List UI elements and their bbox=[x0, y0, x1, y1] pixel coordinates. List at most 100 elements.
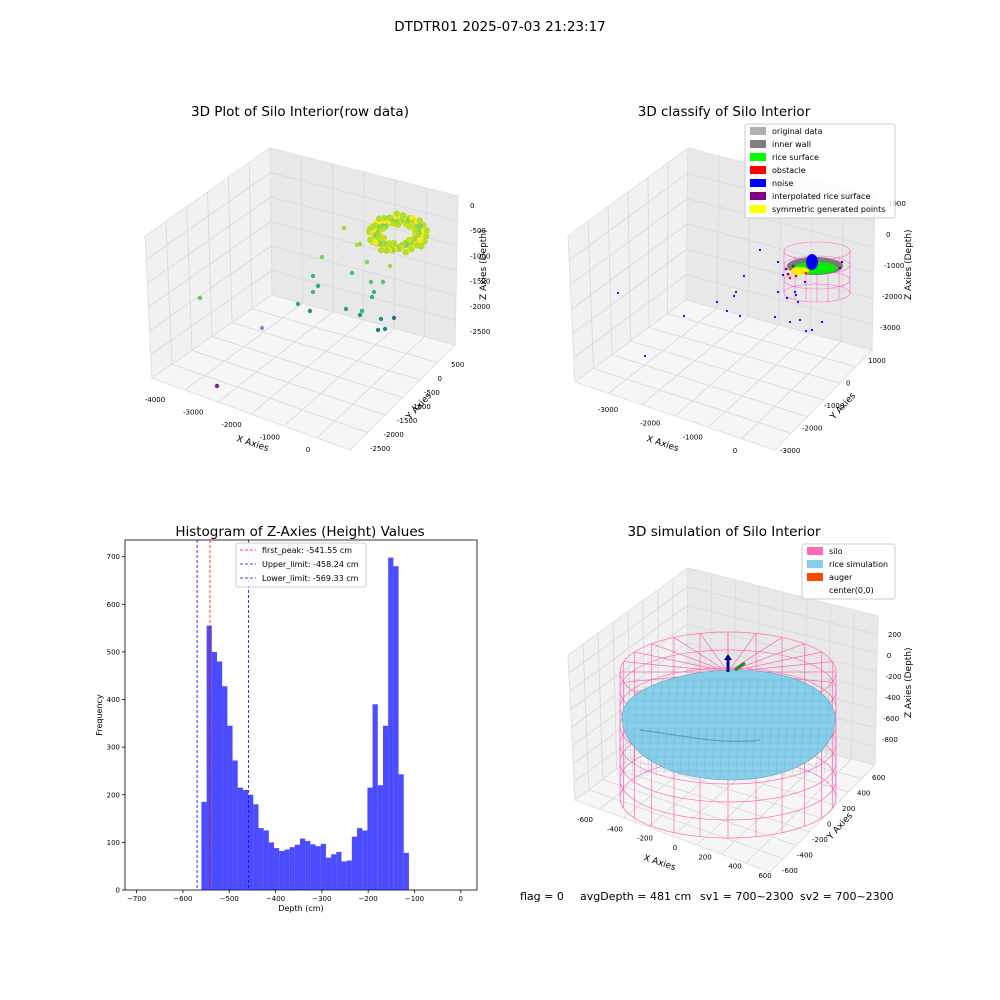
data-point bbox=[380, 279, 386, 285]
z-axis-label: Z Axies (Depth) bbox=[904, 229, 914, 300]
histogram-bar bbox=[351, 836, 358, 890]
histogram-bar bbox=[367, 787, 373, 890]
histogram-bar bbox=[362, 830, 368, 890]
histogram-bar bbox=[284, 849, 290, 890]
legend-label: auger bbox=[829, 573, 853, 582]
z-tick-label: -2500 bbox=[470, 328, 490, 336]
y-tick-label: -400 bbox=[797, 852, 813, 860]
status-line: flag = 0 avgDepth = 481 cm sv1 = 700~230… bbox=[520, 890, 894, 903]
y-tick-label: 1000 bbox=[868, 357, 886, 365]
mesh-line bbox=[719, 677, 727, 777]
data-point bbox=[315, 283, 321, 289]
x-axis-label: X Axies bbox=[642, 853, 677, 873]
mesh-line bbox=[815, 677, 823, 777]
noise-point bbox=[643, 354, 647, 358]
noise-point bbox=[793, 290, 797, 294]
panel-simulation-3d: 3D simulation of Silo Interior -600 -400 -… bbox=[567, 524, 914, 880]
data-point bbox=[423, 227, 430, 234]
histogram-bar bbox=[258, 828, 264, 890]
data-point bbox=[349, 270, 355, 276]
z-tick-label: -2000 bbox=[470, 303, 490, 311]
legend-box bbox=[744, 123, 896, 219]
panel-raw-data-3d: 3D Plot of Silo Interior(row data) -4000… bbox=[144, 104, 490, 454]
noise-point bbox=[734, 290, 738, 294]
legend-swatch bbox=[750, 166, 766, 174]
mesh-line bbox=[631, 677, 639, 777]
histogram-bar bbox=[403, 852, 409, 890]
data-point bbox=[310, 289, 316, 295]
obstacle-point bbox=[804, 271, 808, 275]
histogram-bar bbox=[346, 860, 352, 890]
data-point bbox=[375, 327, 381, 333]
y-tick-label: -3000 bbox=[780, 447, 800, 455]
z-tick-label: 200 bbox=[888, 631, 901, 639]
x-tick-label: −300 bbox=[312, 895, 331, 903]
legend-label: silo bbox=[829, 547, 843, 556]
legend-label: center(0,0) bbox=[829, 586, 874, 595]
noise-point bbox=[810, 328, 814, 332]
legend-label: Lower_limit: -569.33 cm bbox=[262, 574, 359, 583]
noise-point bbox=[773, 315, 777, 319]
legend-label: symmetric generated points bbox=[772, 205, 885, 214]
mesh-line bbox=[687, 677, 695, 777]
legend-swatch bbox=[807, 547, 823, 555]
panel-histogram: Histogram of Z-Axies (Height) Values −70… bbox=[95, 524, 478, 913]
reference-lines bbox=[196, 540, 249, 890]
z-tick-label: -600 bbox=[883, 715, 899, 723]
noise-point bbox=[781, 273, 785, 277]
histogram-bar bbox=[325, 857, 332, 890]
z-tick-label: 0 bbox=[470, 202, 474, 210]
z-tick-label: 0 bbox=[887, 652, 891, 660]
y-tick-label: 500 bbox=[107, 648, 120, 656]
noise-point bbox=[758, 248, 762, 252]
data-point bbox=[371, 289, 377, 295]
data-point bbox=[214, 383, 220, 389]
y-tick-label: -200 bbox=[812, 836, 828, 844]
auger-marker bbox=[734, 661, 746, 672]
x-axis-label: X Axies bbox=[645, 434, 680, 454]
data-point bbox=[295, 301, 301, 307]
interpolated-point bbox=[838, 266, 842, 270]
noise-cluster bbox=[806, 254, 818, 270]
data-points bbox=[616, 248, 844, 358]
noise-point bbox=[732, 294, 736, 298]
silo-spoke bbox=[727, 651, 822, 673]
legend-swatch bbox=[750, 192, 766, 200]
z-tick-label: -3000 bbox=[880, 324, 900, 332]
legend-swatch bbox=[750, 153, 766, 161]
simulation-title: 3D simulation of Silo Interior bbox=[627, 524, 821, 540]
histogram-bar bbox=[393, 566, 399, 890]
silo-spoke bbox=[651, 643, 729, 673]
data-point bbox=[310, 273, 316, 279]
mesh-line bbox=[767, 677, 775, 777]
data-point bbox=[364, 259, 370, 265]
histogram-bar bbox=[274, 848, 280, 890]
x-tick-label: -2000 bbox=[640, 420, 660, 428]
interpolated-point bbox=[784, 267, 788, 271]
y-axis-label: Frequency bbox=[95, 694, 104, 736]
legend-label: Upper_limit: -458.24 cm bbox=[262, 560, 359, 569]
mesh-line bbox=[695, 677, 703, 777]
surface-ridge bbox=[639, 729, 761, 742]
z-axis-label: Z Axies (Depth) bbox=[479, 229, 489, 300]
y-tick-label: 100 bbox=[107, 839, 120, 847]
panel-classify-title: 3D classify of Silo Interior bbox=[638, 104, 811, 120]
z-tick-label: -2000 bbox=[882, 293, 902, 301]
legend-label: interpolated rice surface bbox=[772, 192, 870, 201]
data-point bbox=[413, 242, 421, 249]
data-point bbox=[402, 249, 409, 256]
noise-point bbox=[742, 274, 746, 278]
legend-swatch bbox=[750, 205, 766, 213]
y-tick-label: -2500 bbox=[370, 445, 390, 453]
x-tick-label: −200 bbox=[359, 895, 378, 903]
axis-ticks: -600-400-2000200400600-600-400-200020040… bbox=[577, 631, 901, 880]
legend-box bbox=[235, 542, 367, 588]
mesh-line bbox=[823, 677, 831, 777]
z-tick-label: -1500 bbox=[470, 278, 490, 286]
x-tick-label: -400 bbox=[607, 825, 623, 833]
sv2-text: sv2 = 700~2300 bbox=[800, 890, 894, 903]
x-tick-label: -3000 bbox=[598, 406, 618, 414]
histogram-bar bbox=[398, 774, 404, 890]
flag-text: flag = 0 bbox=[520, 890, 564, 903]
noise-point bbox=[788, 320, 792, 324]
